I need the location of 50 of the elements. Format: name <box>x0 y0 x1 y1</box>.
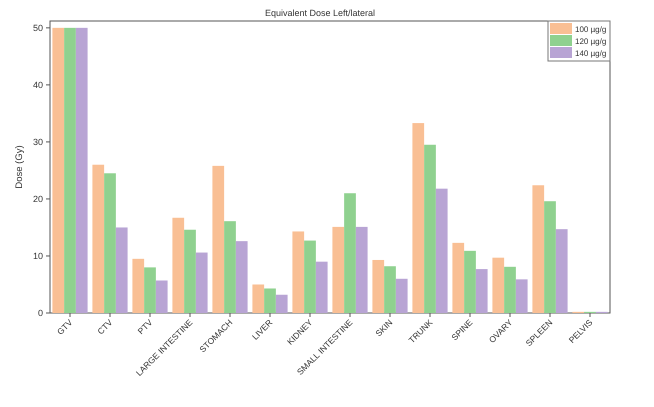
bar <box>492 258 504 313</box>
bar <box>144 267 156 313</box>
bar <box>384 266 396 313</box>
bar <box>532 185 544 313</box>
bar <box>52 28 64 313</box>
bar <box>436 188 448 313</box>
bar <box>464 250 476 313</box>
chart-title: Equivalent Dose Left/lateral <box>264 8 376 18</box>
bar <box>76 28 88 313</box>
y-tick-label: 50 <box>32 22 43 33</box>
bar <box>64 28 76 313</box>
legend-label: 120 µg/g <box>575 36 606 46</box>
bar <box>504 266 516 313</box>
bar <box>292 231 304 313</box>
y-axis-title: Dose (Gy) <box>14 145 25 189</box>
bar <box>264 288 276 313</box>
bar <box>156 280 168 313</box>
bar <box>556 229 568 313</box>
bar <box>516 279 528 313</box>
bar <box>116 227 128 313</box>
bar <box>184 230 196 313</box>
bar <box>396 278 408 313</box>
y-tick-label: 20 <box>32 194 43 204</box>
legend-label: 100 µg/g <box>575 24 606 34</box>
bar <box>196 252 208 313</box>
bar <box>316 262 328 313</box>
y-tick-label: 0 <box>38 308 43 318</box>
y-tick-label: 40 <box>32 80 43 90</box>
bar <box>236 241 248 313</box>
bar <box>132 258 144 313</box>
bar <box>172 218 184 313</box>
bar <box>304 240 316 313</box>
bar <box>356 226 368 313</box>
bar <box>424 144 436 313</box>
bar <box>104 173 116 313</box>
legend-label: 140 µg/g <box>575 48 606 58</box>
bar <box>344 193 356 313</box>
bar <box>212 166 224 313</box>
bar <box>452 242 464 313</box>
bar <box>92 164 104 313</box>
bar <box>412 123 424 313</box>
bar <box>252 284 264 313</box>
bar <box>372 260 384 313</box>
bar <box>544 201 556 313</box>
bar <box>476 269 488 313</box>
bar <box>224 221 236 313</box>
bar <box>332 226 344 313</box>
bar <box>276 294 288 313</box>
y-tick-label: 10 <box>32 251 43 262</box>
y-tick-label: 30 <box>32 137 43 148</box>
